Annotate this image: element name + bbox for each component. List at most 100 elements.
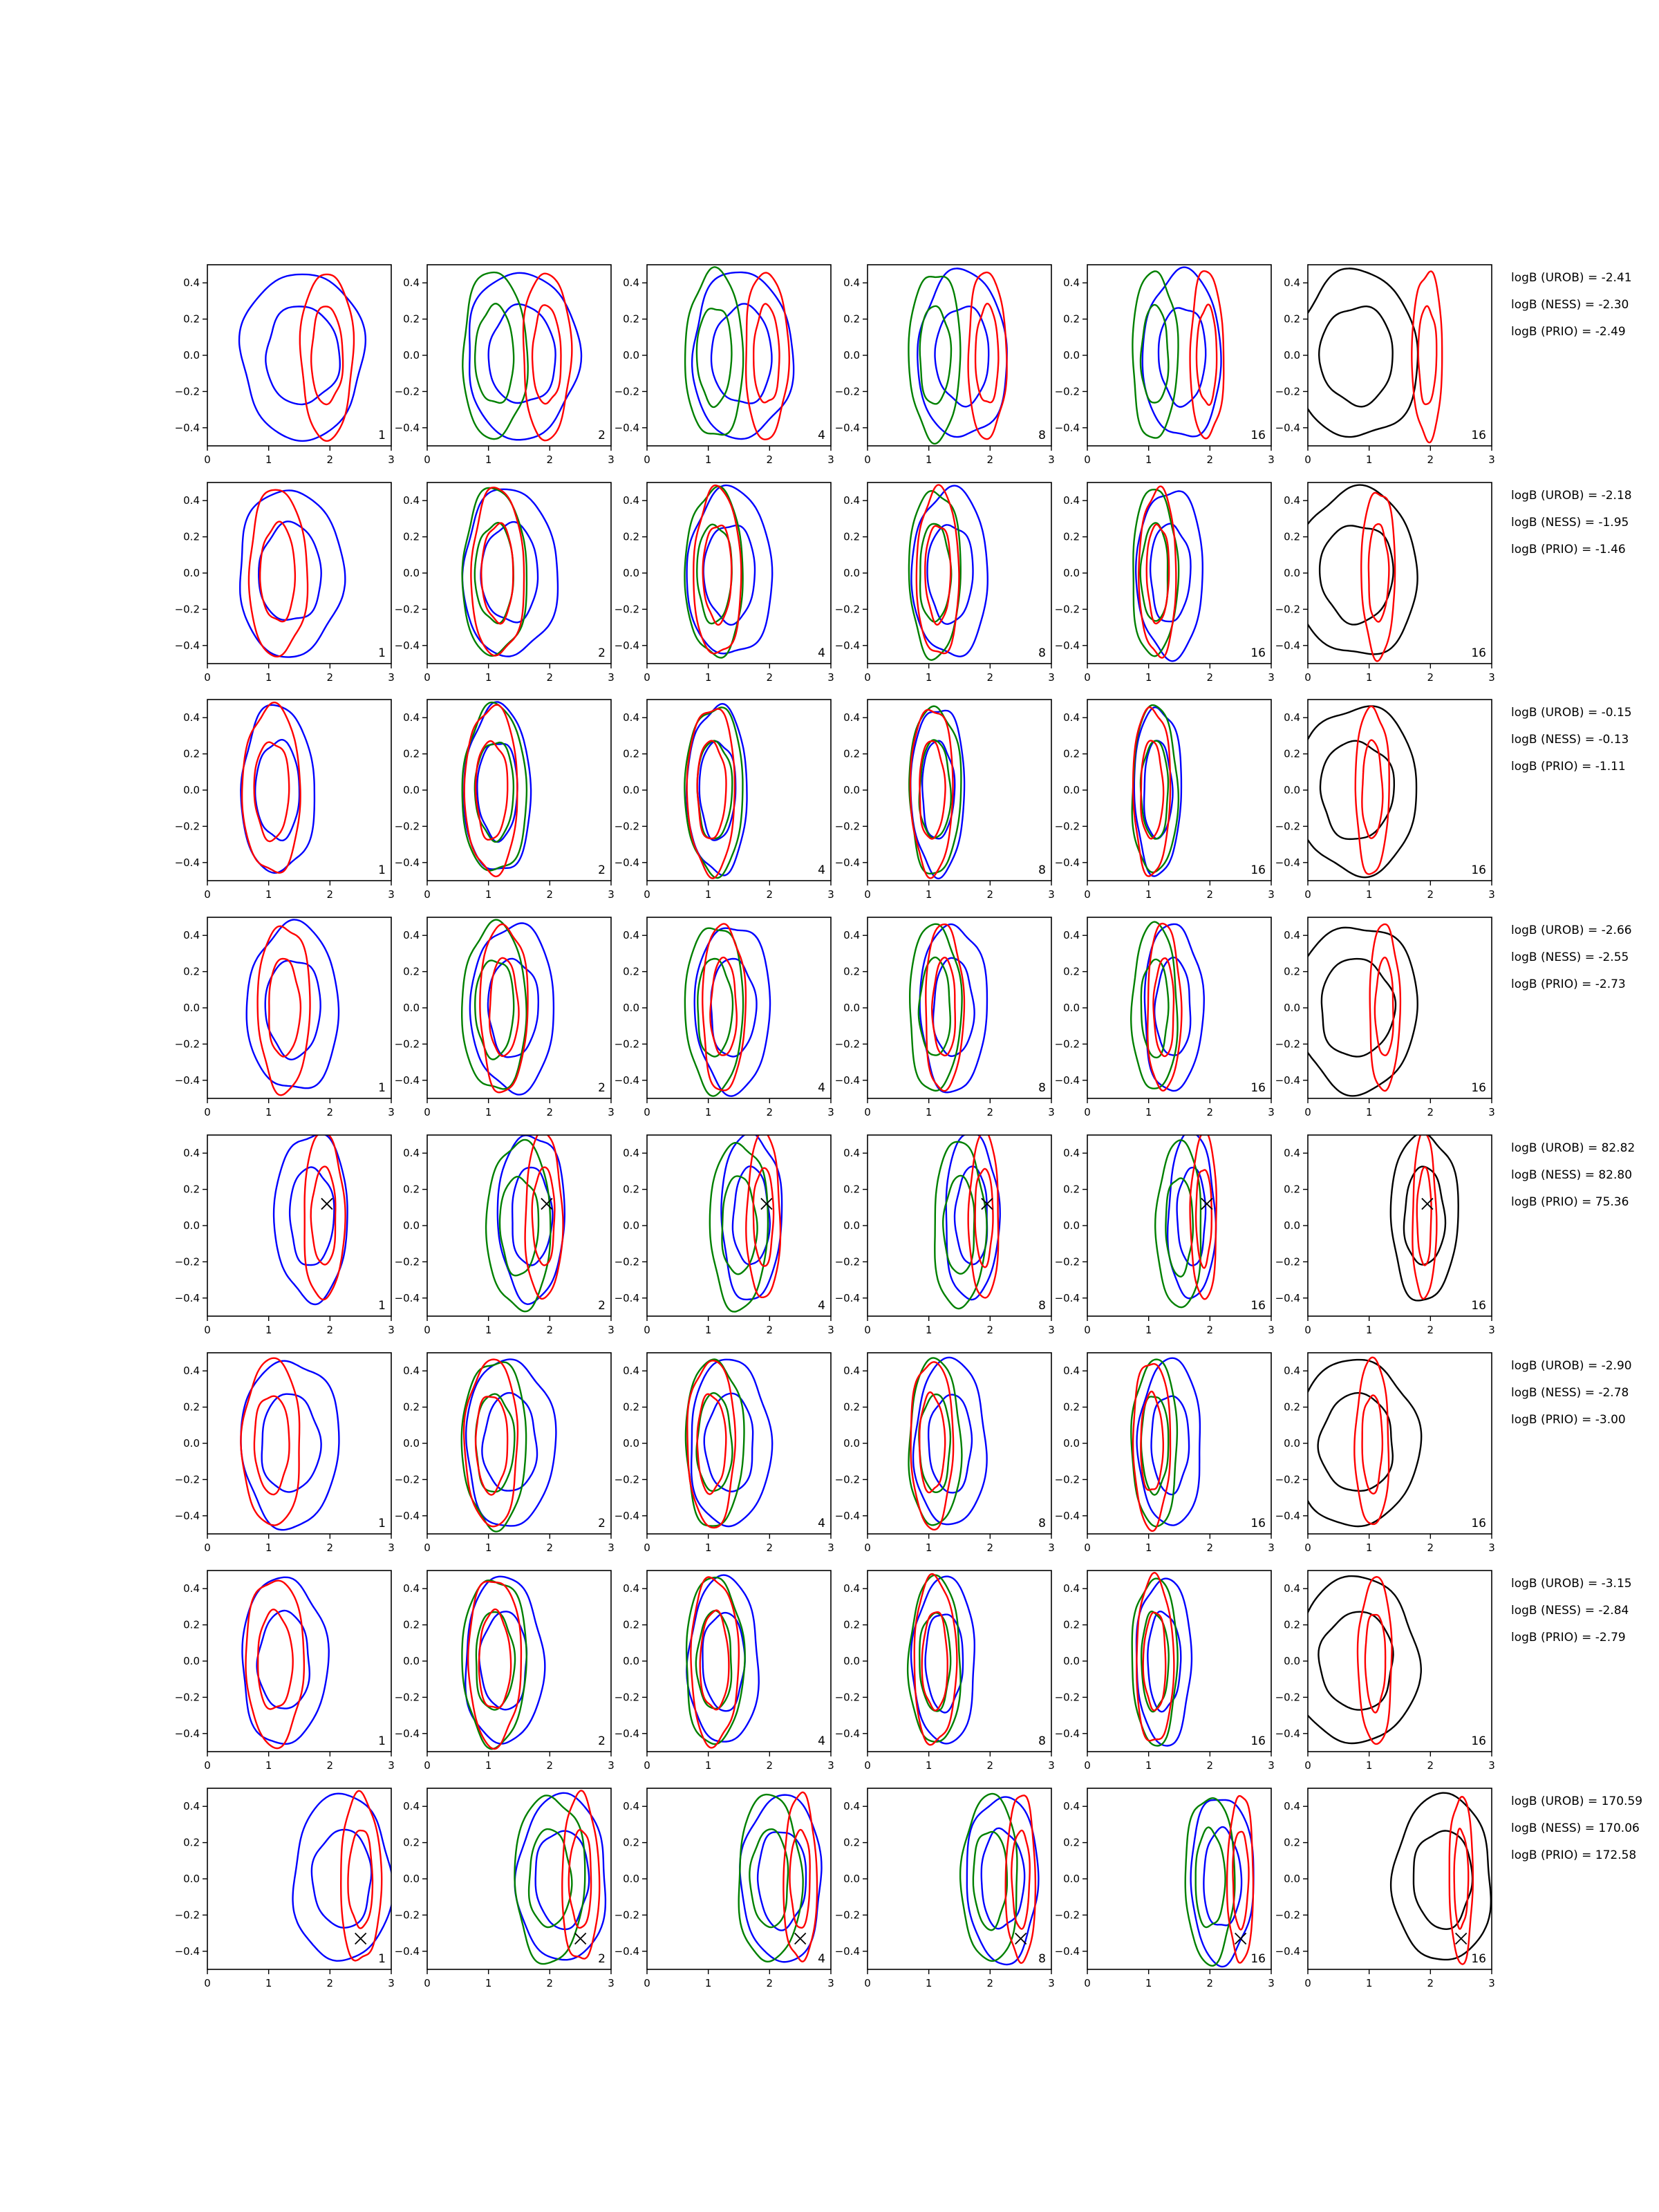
y-tick-label: 0.4 — [1284, 1147, 1300, 1159]
y-tick-label: −0.2 — [1275, 1255, 1300, 1268]
green-contour-inner-r5c4 — [942, 1174, 975, 1275]
blue-contour-outer-r2c3 — [686, 484, 774, 655]
green-contour-outer-r2c5 — [1132, 488, 1180, 657]
y-tick-label: 0.4 — [1284, 1582, 1300, 1595]
y-tick-label: 0.0 — [1063, 784, 1080, 796]
red-contour-inner-r1c6 — [1417, 305, 1438, 406]
y-tick-label: −0.2 — [395, 385, 420, 397]
y-tick-label: 0.4 — [403, 1365, 420, 1377]
y-tick-label: 0.2 — [183, 966, 200, 978]
x-tick-label: 2 — [767, 671, 774, 684]
x-tick-label: 0 — [204, 888, 211, 901]
red-contour-outer-r1c2 — [522, 272, 573, 442]
logb-annotation: logB (NESS) = -2.84 — [1511, 1604, 1629, 1618]
y-tick-label: 0.4 — [403, 1147, 420, 1159]
subplot-r2c3: 0 1 2 3 0.4 0.2 0.0 −0.2 −0.4 4 — [615, 482, 834, 684]
x-tick-label: 0 — [1084, 453, 1091, 466]
y-tick-label: 0.2 — [843, 966, 860, 978]
red-contour-outer-r4c3 — [702, 923, 747, 1091]
y-tick-label: 0.2 — [843, 313, 860, 326]
y-tick-label: −0.2 — [1055, 603, 1080, 615]
y-tick-label: −0.2 — [615, 603, 639, 615]
red-contour-outer-r5c1 — [303, 1135, 346, 1301]
red-contour-outer-r7c4 — [913, 1573, 958, 1746]
blue-contour-inner-r3c2 — [476, 742, 518, 843]
y-tick-label: −0.4 — [615, 1510, 639, 1522]
y-tick-label: 0.4 — [843, 1147, 860, 1159]
red-contour-inner-r3c5 — [1140, 740, 1165, 840]
x-tick-label: 2 — [987, 1324, 994, 1336]
red-contour-outer-r4c6 — [1369, 923, 1402, 1092]
y-tick-label: 0.0 — [1063, 1437, 1080, 1450]
blue-contour-outer-r8c5 — [1190, 1799, 1255, 1968]
black-contour-inner-r2c6 — [1318, 525, 1394, 626]
y-tick-label: −0.4 — [395, 1292, 420, 1304]
x-tick-label: 1 — [705, 453, 712, 466]
red-contour-outer-r7c2 — [467, 1580, 523, 1750]
axes-frame-r6c5 — [1087, 1352, 1272, 1535]
x-tick-label: 3 — [827, 1106, 834, 1118]
y-tick-label: −0.4 — [615, 1292, 639, 1304]
green-contour-outer-r5c4 — [934, 1141, 988, 1310]
y-tick-label: 0.4 — [1063, 1582, 1080, 1595]
y-tick-label: 0.0 — [1063, 1002, 1080, 1014]
x-tick-label: 3 — [388, 1106, 395, 1118]
x-tick-label: 2 — [987, 1541, 994, 1554]
y-tick-label: −0.2 — [175, 1255, 200, 1268]
green-contour-outer-r8c2 — [514, 1794, 586, 1965]
x-tick-label: 1 — [265, 1541, 272, 1554]
y-tick-label: −0.2 — [835, 1473, 860, 1485]
truth-marker-r5c6 — [1421, 1197, 1434, 1210]
x-tick-label: 3 — [608, 1324, 615, 1336]
y-tick-label: 0.0 — [623, 1219, 639, 1232]
y-tick-label: 0.0 — [183, 1437, 200, 1450]
x-tick-label: 2 — [1427, 888, 1434, 901]
x-tick-label: 0 — [644, 1759, 650, 1772]
red-contour-inner-r7c1 — [256, 1609, 294, 1710]
red-contour-outer-r4c5 — [1146, 922, 1183, 1091]
y-tick-label: −0.2 — [615, 1691, 639, 1703]
red-contour-outer-r2c6 — [1360, 491, 1396, 662]
x-tick-label: 1 — [705, 1977, 712, 1989]
blue-contour-outer-r4c2 — [469, 922, 555, 1096]
y-tick-label: 0.4 — [843, 929, 860, 941]
x-tick-label: 0 — [1304, 1541, 1311, 1554]
truth-marker-r8c3 — [794, 1932, 807, 1945]
red-contour-inner-r6c3 — [696, 1393, 727, 1495]
x-tick-label: 3 — [1048, 1541, 1055, 1554]
x-tick-label: 2 — [327, 1977, 334, 1989]
x-tick-label: 1 — [265, 888, 272, 901]
y-tick-label: 0.4 — [1063, 494, 1080, 507]
axes-frame-r6c2 — [427, 1352, 612, 1535]
x-tick-label: 1 — [265, 1106, 272, 1118]
green-contour-outer-r3c3 — [684, 706, 744, 879]
panel-corner-label: 16 — [1471, 1081, 1486, 1095]
y-tick-label: −0.4 — [1055, 1727, 1080, 1740]
green-contour-inner-r1c5 — [1139, 303, 1170, 404]
x-tick-label: 0 — [864, 1541, 871, 1554]
blue-contour-outer-r4c4 — [919, 923, 988, 1094]
y-tick-label: 0.4 — [1284, 276, 1300, 289]
x-tick-label: 0 — [204, 1106, 211, 1118]
subplot-r1c2: 0 1 2 30.40.20.0−0.2−0.42 — [395, 264, 615, 466]
blue-contour-outer-r3c5 — [1133, 706, 1183, 877]
y-tick-label: 0.0 — [403, 1219, 420, 1232]
y-tick-label: −0.2 — [1275, 1473, 1300, 1485]
axes-frame-r7c6 — [1307, 1570, 1492, 1752]
y-tick-label: −0.2 — [835, 820, 860, 832]
logb-annotation: logB (PRIO) = -3.00 — [1511, 1413, 1626, 1427]
y-tick-label: 0.2 — [403, 966, 420, 978]
x-tick-label: 2 — [1427, 1324, 1434, 1336]
x-tick-label: 2 — [1427, 671, 1434, 684]
y-tick-label: −0.2 — [835, 1691, 860, 1703]
black-contour-outer-r7c6 — [1308, 1575, 1422, 1745]
subplot-r5c3: 0 1 2 3 0.4 0.2 0.0 −0.2 −0.4 4 — [615, 1134, 834, 1336]
y-tick-label: −0.4 — [835, 422, 860, 434]
subplot-r6c4: 0 1 2 3 0.4 0.2 0.0 −0.2 −0.4 8 — [835, 1352, 1055, 1554]
red-contour-inner-r2c2 — [480, 522, 514, 625]
panel-corner-label: 8 — [1038, 646, 1046, 660]
subplot-r8c4: 0 1 2 3 0.4 0.2 0.0 −0.2 −0.4 8 — [835, 1788, 1055, 1989]
blue-contour-inner-r1c3 — [710, 303, 773, 404]
panel-corner-label: 16 — [1250, 1299, 1266, 1313]
x-tick-label: 0 — [204, 671, 211, 684]
